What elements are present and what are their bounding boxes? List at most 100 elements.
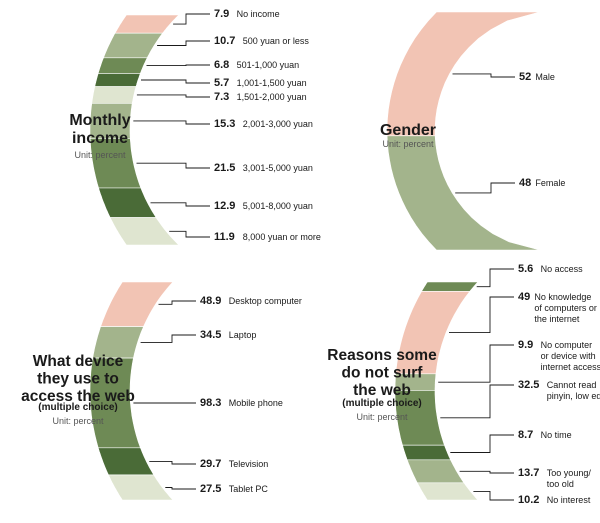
band-income-2 xyxy=(97,57,148,74)
value-label-device-2: 98.3 xyxy=(200,397,221,409)
value-label-income-2: 6.8 xyxy=(214,59,229,71)
category-label-gender-0-0: Male xyxy=(535,72,555,82)
value-label-reasons-1: 49 xyxy=(518,291,530,303)
value-label-reasons-2: 9.9 xyxy=(518,339,533,351)
leader-device-1 xyxy=(140,334,196,343)
leader-income-6 xyxy=(136,162,210,169)
leader-income-2 xyxy=(146,64,210,67)
category-label-income-1-0: 500 yuan or less xyxy=(243,36,310,46)
unit-label-device: Unit: percent xyxy=(52,416,104,426)
category-label-reasons-4-0: No time xyxy=(541,430,572,440)
category-label-reasons-3-1: pinyin, low education xyxy=(547,391,600,401)
leader-device-4 xyxy=(165,487,196,490)
category-label-device-0-0: Desktop computer xyxy=(229,296,302,306)
category-label-reasons-2-1: or device with xyxy=(541,351,596,361)
band-income-0 xyxy=(114,14,180,34)
leader-reasons-5 xyxy=(459,470,514,474)
value-label-income-4: 7.3 xyxy=(214,91,229,103)
value-label-device-0: 48.9 xyxy=(200,295,221,307)
value-label-income-6: 21.5 xyxy=(214,162,235,174)
leader-income-0 xyxy=(173,13,210,25)
unit-label-reasons: Unit: percent xyxy=(356,412,408,422)
chart-title-device-0: What device xyxy=(33,353,124,370)
chart-title-income-1: income xyxy=(72,130,128,147)
chart-title-reasons-0: Reasons some xyxy=(327,347,437,364)
value-label-reasons-4: 8.7 xyxy=(518,429,533,441)
category-label-device-2-0: Mobile phone xyxy=(229,398,283,408)
category-label-reasons-2-2: internet access xyxy=(541,362,600,372)
leader-income-5 xyxy=(133,120,210,125)
leader-gender-1 xyxy=(455,182,515,194)
category-label-income-5-0: 2,001-3,000 yuan xyxy=(243,119,313,129)
value-label-income-8: 11.9 xyxy=(214,231,235,243)
category-label-reasons-3-0: Cannot read xyxy=(547,380,597,390)
category-label-reasons-5-0: Too young/ xyxy=(547,468,592,478)
category-label-gender-1-0: Female xyxy=(535,178,565,188)
band-income-4 xyxy=(91,86,137,104)
leader-reasons-3 xyxy=(440,384,514,419)
band-device-3 xyxy=(97,447,155,476)
category-label-reasons-5-1: too old xyxy=(547,479,574,489)
unit-label-gender: Unit: percent xyxy=(382,139,434,149)
category-label-income-2-0: 501-1,000 yuan xyxy=(237,60,300,70)
category-label-device-4-0: Tablet PC xyxy=(229,484,269,494)
chart-title-income-0: Monthly xyxy=(69,112,130,129)
category-label-income-3-0: 1,001-1,500 yuan xyxy=(237,78,307,88)
band-income-8 xyxy=(109,217,180,246)
category-label-income-0-0: No income xyxy=(237,9,280,19)
category-label-reasons-1-0: No knowledge xyxy=(534,292,591,302)
category-label-income-6-0: 3,001-5,000 yuan xyxy=(243,163,313,173)
chart-subtitle-reasons: (multiple choice) xyxy=(342,398,421,409)
category-label-income-4-0: 1,501-2,000 yuan xyxy=(237,92,307,102)
leader-income-3 xyxy=(141,79,210,84)
chart-title-device-1: they use to xyxy=(37,371,119,388)
chart-device: 48.9 Desktop computer 34.5 Laptop 98.3 Mobile… xyxy=(21,281,302,501)
chart-income: 7.9 No income 10.7 500 yuan or less 6.8 501-1… xyxy=(69,8,321,246)
leader-reasons-1 xyxy=(449,296,514,334)
leader-device-3 xyxy=(149,460,196,465)
value-label-gender-0: 52 xyxy=(519,71,531,83)
category-label-device-3-0: Television xyxy=(229,459,269,469)
category-label-reasons-0-0: No access xyxy=(541,264,584,274)
band-reasons-6 xyxy=(416,482,479,501)
chart-title-device-2: access the web xyxy=(21,388,135,405)
value-label-income-1: 10.7 xyxy=(214,35,235,47)
band-device-4 xyxy=(108,474,174,501)
chart-title-reasons-1: do not surf xyxy=(342,365,424,382)
leader-reasons-6 xyxy=(473,490,514,501)
value-label-reasons-5: 13.7 xyxy=(518,467,539,479)
chart-title-reasons-2: the web xyxy=(353,382,411,399)
leader-gender-0 xyxy=(452,73,515,78)
category-label-income-8-0: 8,000 yuan or more xyxy=(243,232,321,242)
value-label-income-0: 7.9 xyxy=(214,8,229,20)
leader-income-7 xyxy=(150,202,210,207)
category-label-reasons-1-1: of computers or xyxy=(534,303,597,313)
value-label-gender-1: 48 xyxy=(519,177,531,189)
band-income-7 xyxy=(98,187,157,218)
chart-title-gender-0: Gender xyxy=(380,122,436,139)
leader-income-1 xyxy=(157,40,210,46)
band-income-1 xyxy=(103,32,164,59)
leader-device-0 xyxy=(158,300,196,305)
value-label-income-5: 15.3 xyxy=(214,118,235,130)
value-label-income-3: 5.7 xyxy=(214,77,229,89)
band-gender-1 xyxy=(386,135,540,251)
category-label-income-7-0: 5,001-8,000 yuan xyxy=(243,201,313,211)
value-label-reasons-6: 10.2 xyxy=(518,494,539,506)
unit-label-income: Unit: percent xyxy=(74,150,126,160)
leader-income-4 xyxy=(136,94,210,98)
band-income-3 xyxy=(94,73,141,87)
value-label-reasons-3: 32.5 xyxy=(518,379,539,391)
leader-reasons-2 xyxy=(438,344,514,383)
category-label-reasons-2-0: No computer xyxy=(541,340,593,350)
category-label-reasons-1-2: the internet xyxy=(534,314,580,324)
band-reasons-0 xyxy=(421,281,479,292)
value-label-reasons-0: 5.6 xyxy=(518,263,533,275)
value-label-device-3: 29.7 xyxy=(200,458,221,470)
leader-reasons-4 xyxy=(450,434,514,453)
chart-subtitle-device: (multiple choice) xyxy=(38,402,117,413)
value-label-device-4: 27.5 xyxy=(200,483,221,495)
leader-income-8 xyxy=(169,230,210,238)
category-label-device-1-0: Laptop xyxy=(229,330,257,340)
